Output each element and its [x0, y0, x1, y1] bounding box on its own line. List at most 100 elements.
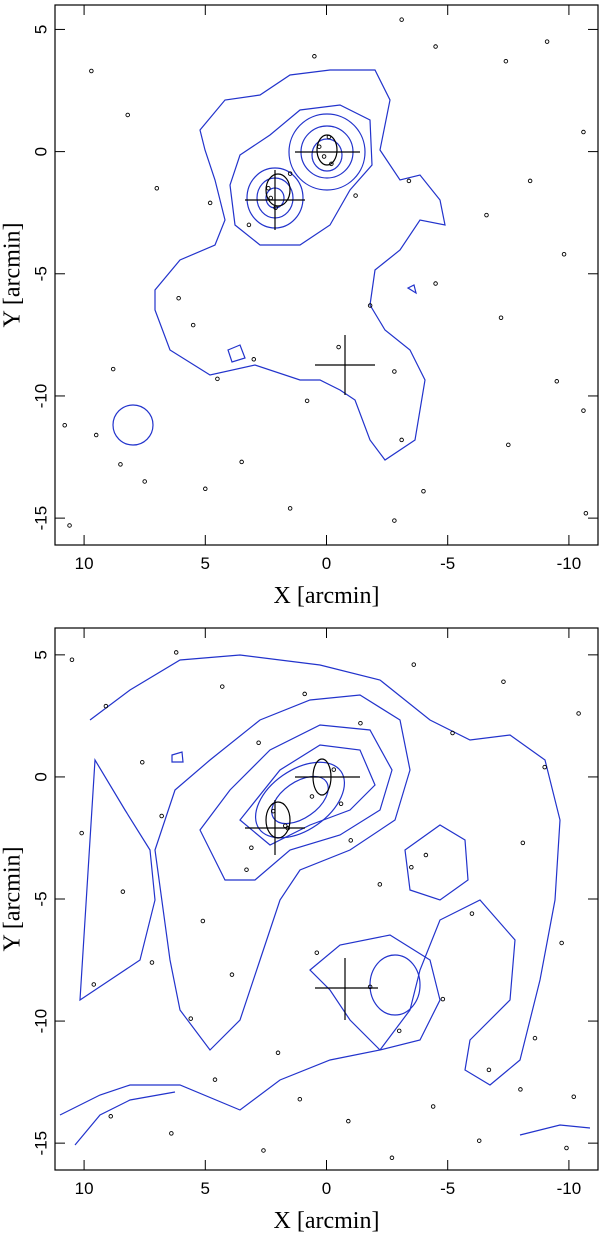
data-point [571, 1094, 577, 1100]
data-point [154, 186, 160, 191]
y-tick-label: -5 [31, 891, 50, 906]
y-axis-label: Y [arcmin] [0, 846, 26, 951]
data-point [367, 984, 373, 990]
data-point [207, 200, 213, 206]
data-point [406, 178, 412, 184]
data-point [520, 840, 526, 846]
y-tick-label: 0 [31, 147, 50, 156]
data-point [220, 684, 225, 689]
data-point [348, 838, 353, 843]
plot-frame [54, 627, 599, 1171]
data-point [583, 510, 589, 516]
data-point [69, 657, 75, 662]
data-point [91, 982, 97, 987]
data-point [581, 408, 586, 413]
data-point [532, 1035, 538, 1041]
data-point [392, 369, 397, 374]
data-point [67, 523, 72, 528]
data-point [285, 825, 290, 831]
data-point [302, 691, 307, 697]
data-point [239, 459, 244, 465]
data-point [249, 845, 254, 850]
data-point [331, 767, 337, 772]
y-tick-label: 5 [31, 25, 50, 34]
x-tick-label: 10 [75, 554, 94, 573]
data-point [287, 506, 293, 511]
data-point [542, 764, 547, 770]
data-point [554, 379, 560, 384]
data-point [506, 442, 511, 448]
data-point [190, 322, 196, 328]
data-point [321, 154, 327, 159]
data-point [244, 867, 249, 872]
data-point [392, 518, 397, 523]
data-point [304, 398, 310, 404]
data-point [229, 972, 235, 977]
data-point [159, 813, 164, 819]
x-tick-label: 10 [75, 1179, 94, 1198]
x-tick-label: -5 [440, 1179, 455, 1198]
x-tick-label: 5 [201, 1179, 210, 1198]
contours-top [112, 69, 446, 461]
data-point [326, 134, 332, 140]
x-tick-label: -10 [557, 1179, 582, 1198]
data-point [287, 171, 293, 176]
data-point [518, 1087, 523, 1092]
data-point [346, 1118, 351, 1124]
data-point [336, 344, 341, 350]
contours-bottom [59, 654, 591, 1146]
data-point [246, 222, 252, 228]
data-point [149, 960, 155, 965]
data-point [200, 918, 206, 924]
data-point [188, 1016, 193, 1021]
data-point [433, 281, 438, 286]
y-tick-label: -5 [31, 266, 50, 281]
data-point [108, 1114, 114, 1119]
x-axis-label: X [arcmin] [274, 1208, 380, 1234]
data-point [564, 1145, 569, 1151]
data-point [142, 479, 147, 484]
y-tick-label: -15 [31, 1131, 50, 1156]
y-tick-label: -10 [31, 1009, 50, 1034]
data-point [409, 865, 414, 870]
data-point [125, 112, 130, 118]
x-tick-label: -10 [557, 554, 582, 573]
data-point [312, 54, 317, 59]
data-point [212, 1077, 218, 1082]
data-point [503, 58, 509, 64]
data-point [338, 801, 344, 807]
data-point [93, 432, 99, 438]
y-axis-label: Y [arcmin] [0, 222, 26, 327]
data-point [377, 882, 383, 887]
data-point [576, 711, 581, 716]
data-point [367, 303, 373, 308]
data-point [440, 996, 446, 1002]
data-point [268, 195, 273, 201]
y-tick-label: 0 [31, 772, 50, 781]
markers-bottom [245, 758, 378, 1020]
data-point [353, 193, 358, 198]
data-point [176, 295, 181, 301]
x-tick-label: 0 [322, 1179, 331, 1198]
data-point [469, 911, 475, 916]
data-point [309, 794, 315, 799]
x-tick-label: 0 [322, 554, 331, 573]
data-point [314, 950, 320, 955]
data-point [103, 703, 109, 709]
data-point [140, 760, 145, 765]
data-point [501, 679, 506, 684]
x-axis-label: X [arcmin] [274, 583, 380, 609]
data-point [89, 68, 94, 74]
y-tick-label: -10 [31, 384, 50, 409]
data-point [215, 376, 220, 382]
data-point [173, 650, 179, 655]
data-point [476, 1138, 482, 1143]
data-point [559, 940, 564, 946]
data-point [329, 161, 334, 167]
data-point [297, 1096, 303, 1102]
data-point [498, 315, 504, 321]
data-point [358, 720, 363, 726]
data-point [110, 366, 116, 372]
data-point [203, 486, 208, 492]
